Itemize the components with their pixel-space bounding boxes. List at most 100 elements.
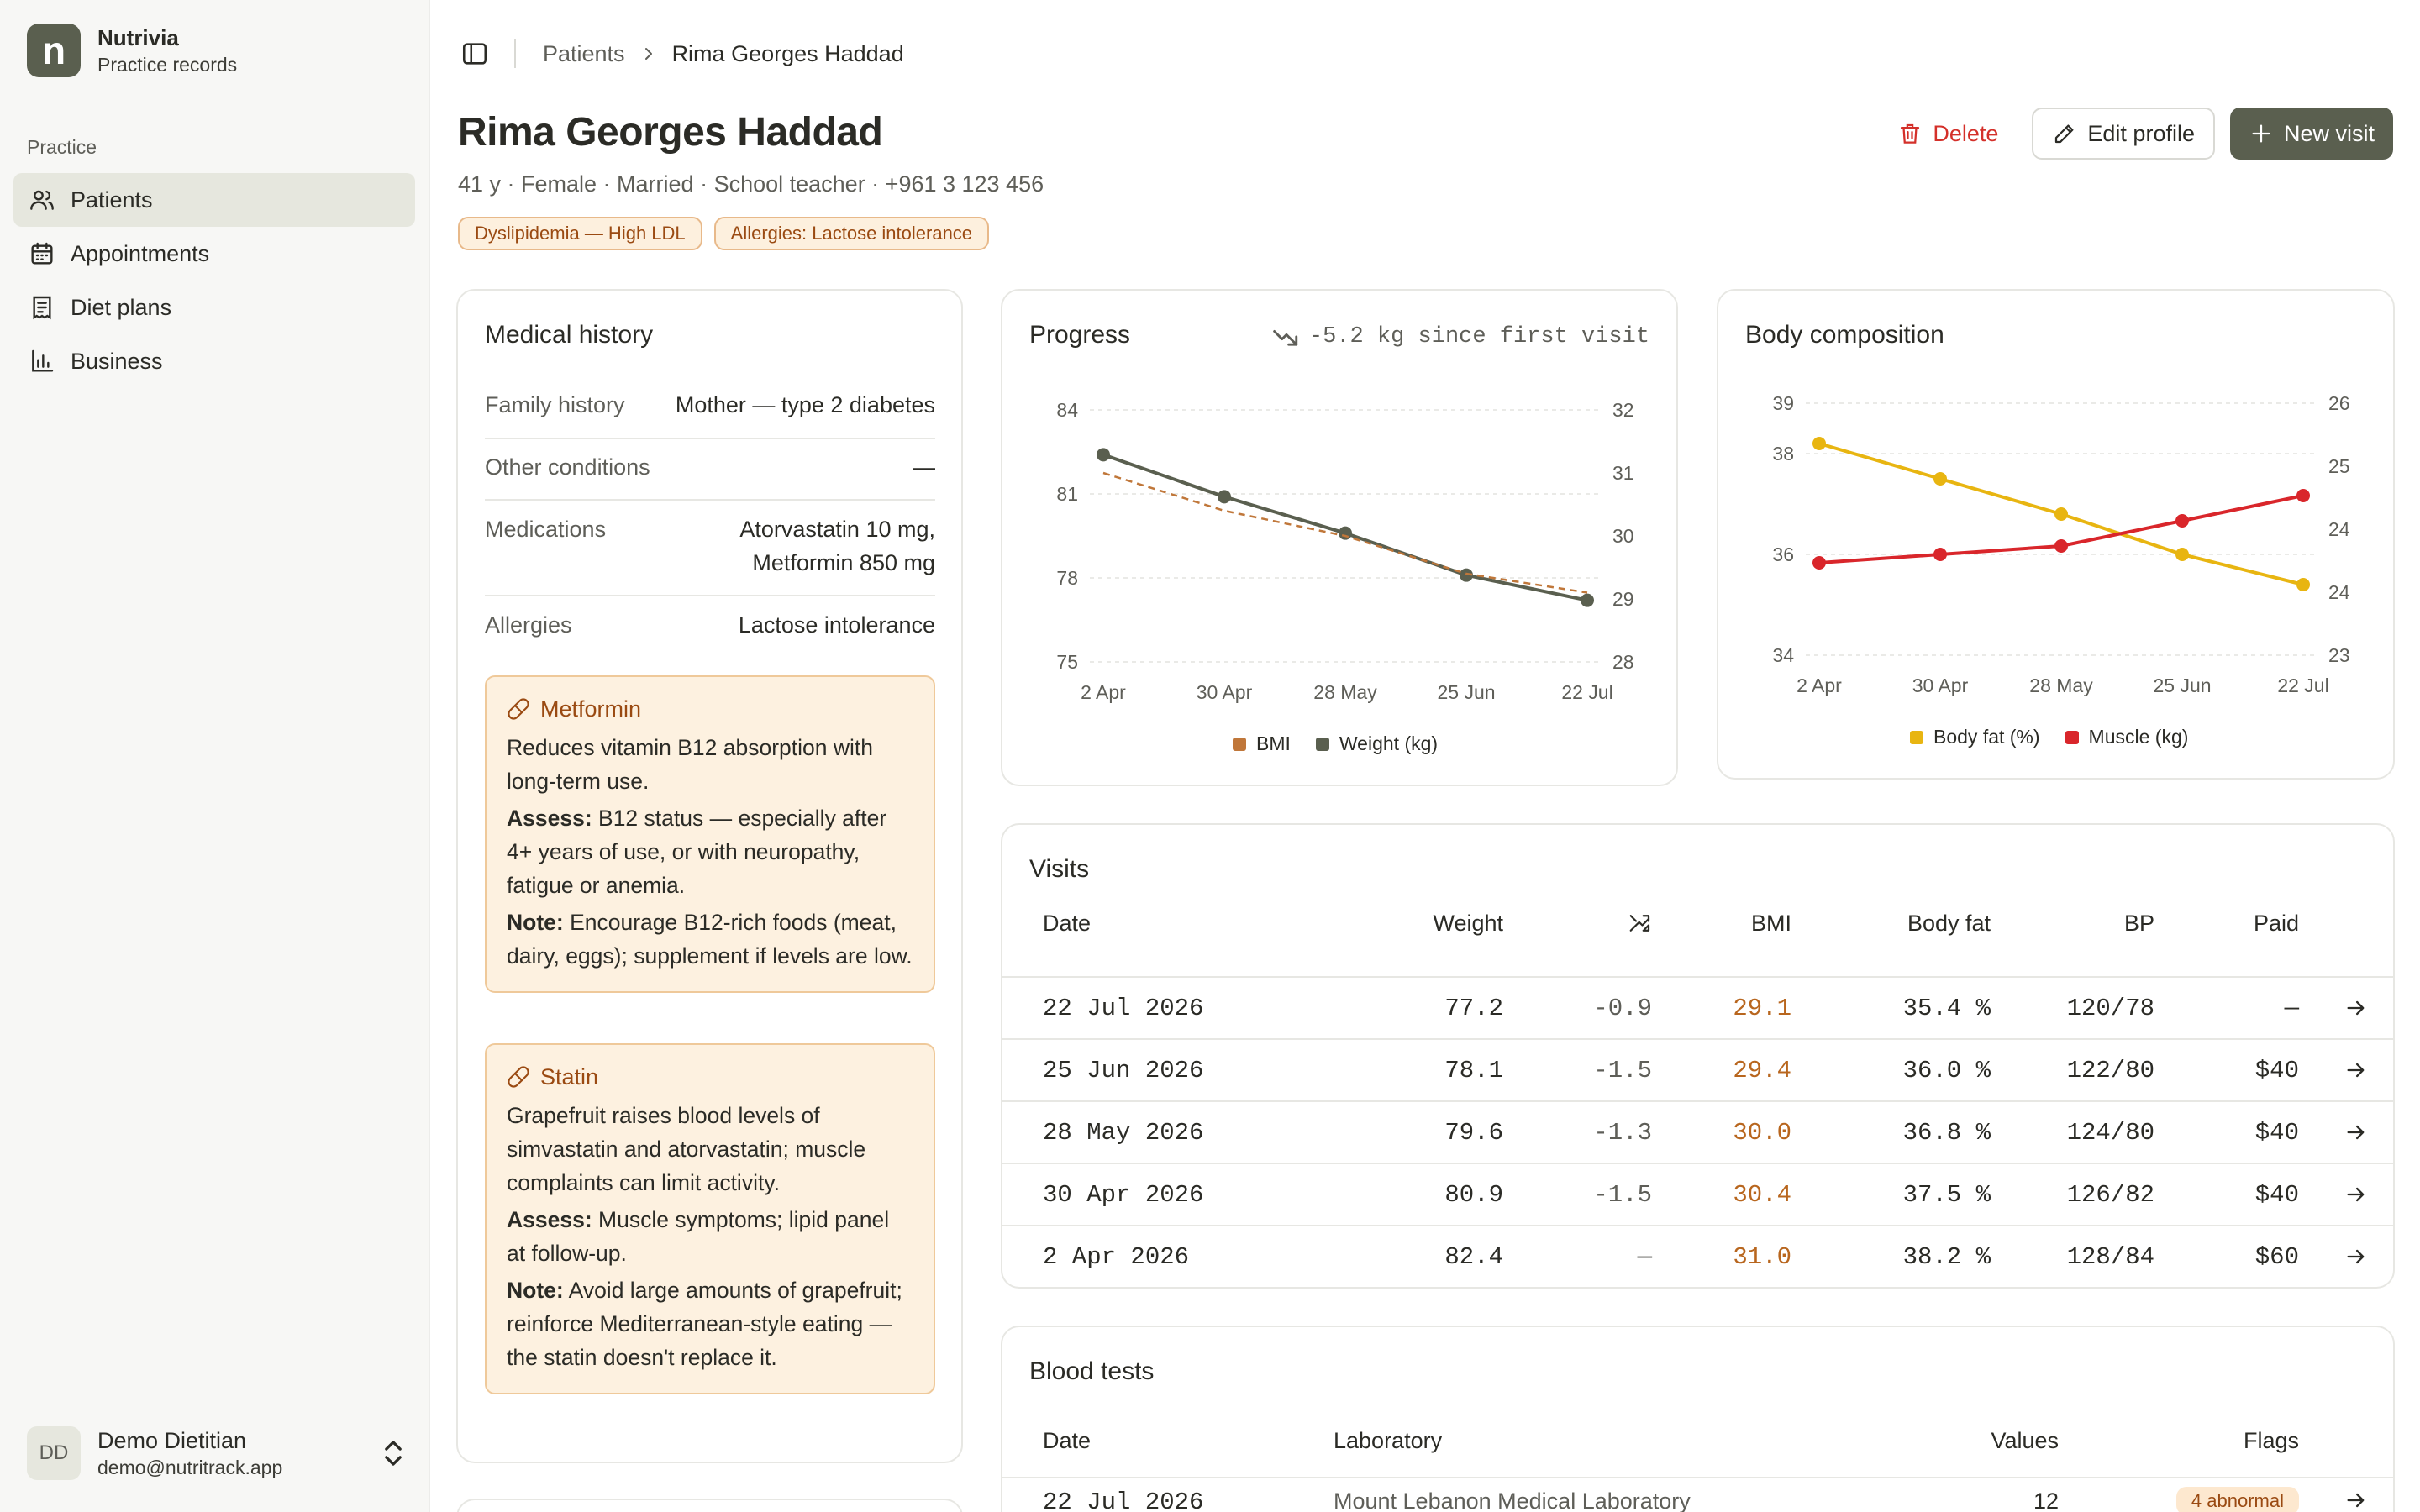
other-conditions-row: Other conditions — (485, 450, 935, 484)
arrow-right-icon[interactable] (2344, 1121, 2368, 1152)
avatar: DD (27, 1426, 81, 1480)
row-label: Allergies (485, 612, 572, 638)
progress-card: Progress -5.2 kg since first visit 75 78 8… (1001, 289, 1678, 786)
medication-line: Atorvastatin 10 mg, (739, 517, 935, 542)
cell-weight: 78.1 (1444, 1057, 1503, 1084)
cell-fat: 37.5 % (1902, 1181, 1991, 1209)
pill-icon (508, 1066, 529, 1088)
new-visit-button[interactable]: New visit (2229, 108, 2393, 160)
trend-down-icon (1273, 330, 1298, 346)
x-tick-label: 2 Apr (1797, 675, 1842, 696)
row-value: Atorvastatin 10 mg, Metformin 850 mg (739, 512, 935, 580)
user-name: Demo Dietitian (97, 1428, 247, 1453)
row-label: Other conditions (485, 454, 650, 480)
data-point (1933, 472, 1947, 486)
cell-fat: 35.4 % (1902, 995, 1991, 1022)
cell-bp: 120/78 (2066, 995, 2154, 1022)
y-left-tick-label: 75 (1056, 651, 1078, 673)
cell-bmi: 30.4 (1733, 1181, 1791, 1209)
medication-line: Metformin 850 mg (752, 550, 935, 575)
delete-button[interactable]: Delete (1879, 108, 2017, 160)
x-tick-label: 22 Jul (1561, 681, 1612, 703)
user-menu[interactable]: DD Demo Dietitian demo@nutritrack.app (27, 1426, 405, 1480)
row-label: Family history (485, 392, 625, 417)
calendar-icon (31, 242, 53, 265)
cell-laboratory: Mount Lebanon Medical Laboratory (1334, 1488, 1691, 1512)
breadcrumb: Patients Rima Georges Haddad (543, 41, 904, 67)
breadcrumb-patients[interactable]: Patients (543, 40, 625, 66)
new-visit-label: New visit (2283, 120, 2375, 146)
progress-title: Progress (1029, 321, 1131, 349)
topbar-divider (514, 39, 516, 68)
sidebar-nav: Patients Appointments Diet plans Busines… (13, 173, 415, 388)
col-body-fat: Body fat (1907, 911, 1991, 936)
receipt-icon (33, 296, 51, 320)
data-point (1933, 548, 1947, 561)
sidebar-toggle-icon[interactable] (460, 39, 489, 68)
table-row[interactable]: 22 Jul 2026 Mount Lebanon Medical Labora… (1002, 1477, 2393, 1512)
blood-tests-card: Blood tests Date Laboratory Values Flags… (1001, 1326, 2395, 1512)
divider (485, 499, 935, 501)
chevron-up-down-icon[interactable] (381, 1438, 405, 1468)
series-line (1102, 471, 1588, 594)
interaction-note-statin: Statin Grapefruit raises blood levels of… (485, 1043, 935, 1394)
pill-icon (508, 698, 529, 720)
table-row[interactable]: 30 Apr 2026 80.9 -1.5 30.4 37.5 % 126/82 $40 (1002, 1163, 2393, 1225)
sidebar-item-label: Appointments (71, 240, 210, 266)
arrow-right-icon[interactable] (2344, 996, 2368, 1027)
note-text: Grapefruit raises blood levels of simvas… (507, 1103, 866, 1195)
body-composition-title: Body composition (1745, 321, 1944, 349)
cell-bmi: 31.0 (1733, 1243, 1791, 1271)
arrow-right-icon[interactable] (2344, 1183, 2368, 1214)
cell-weight: 80.9 (1444, 1181, 1503, 1209)
bar-chart-icon (32, 349, 54, 372)
sidebar-item-patients[interactable]: Patients (13, 173, 415, 227)
sidebar-item-label: Patients (71, 186, 153, 213)
interaction-note-metformin: Metformin Reduces vitamin B12 absorption… (485, 675, 935, 993)
x-tick-label: 25 Jun (1437, 681, 1495, 703)
cell-fat: 38.2 % (1902, 1243, 1991, 1271)
cell-date: 30 Apr 2026 (1043, 1181, 1204, 1209)
row-value: Lactose intolerance (738, 612, 935, 638)
data-point (2296, 489, 2310, 502)
arrow-right-icon[interactable] (2344, 1488, 2368, 1512)
data-point (1460, 568, 1473, 582)
x-tick-label: 25 Jun (2153, 675, 2211, 696)
y-right-tick-label: 32 (1612, 399, 1634, 421)
sidebar-section-label: Practice (27, 136, 97, 158)
medications-row: Medications Atorvastatin 10 mg, Metformi… (485, 512, 935, 580)
cell-bp: 122/80 (2066, 1057, 2154, 1084)
edit-profile-button[interactable]: Edit profile (2032, 108, 2215, 160)
table-row[interactable]: 22 Jul 2026 77.2 -0.9 29.1 35.4 % 120/78 — (1002, 976, 2393, 1038)
row-value: — (913, 454, 935, 480)
col-weight: Weight (1433, 911, 1503, 936)
y-right-tick-label: 24 (2328, 518, 2350, 540)
allergies-row: Allergies Lactose intolerance (485, 608, 935, 642)
note-assess: Assess: Muscle symptoms; lipid panel at … (507, 1207, 890, 1266)
table-row[interactable]: 28 May 2026 79.6 -1.3 30.0 36.8 % 124/80 $40 (1002, 1100, 2393, 1163)
cell-delta: -1.5 (1593, 1057, 1652, 1084)
sidebar-item-diet-plans[interactable]: Diet plans (13, 281, 415, 334)
cell-weight: 79.6 (1444, 1119, 1503, 1147)
progress-summary: -5.2 kg since first visit (1272, 324, 1649, 349)
allergy-badge: Allergies: Lactose intolerance (713, 217, 990, 250)
visits-table-body: 22 Jul 2026 77.2 -0.9 29.1 35.4 % 120/78 — 25 J… (1002, 976, 2393, 1287)
table-row[interactable]: 25 Jun 2026 78.1 -1.5 29.4 36.0 % 122/80 $40 (1002, 1038, 2393, 1100)
arrow-right-icon[interactable] (2344, 1058, 2368, 1089)
sidebar: n Nutrivia Practice records Practice Pat… (0, 0, 430, 1512)
note-title: Metformin (540, 696, 642, 722)
data-point (2054, 539, 2068, 553)
y-right-tick-label: 24 (2328, 581, 2350, 603)
shuffle-icon (1629, 915, 1650, 932)
brand[interactable]: n Nutrivia Practice records (27, 24, 237, 77)
arrow-right-icon[interactable] (2344, 1245, 2368, 1276)
blood-tests-title: Blood tests (1029, 1357, 1155, 1385)
table-row[interactable]: 2 Apr 2026 82.4 — 31.0 38.2 % 128/84 $60 (1002, 1225, 2393, 1287)
sidebar-item-business[interactable]: Business (13, 334, 415, 388)
legend-item-body-fat: Body fat (%) (1910, 726, 2040, 748)
sidebar-item-appointments[interactable]: Appointments (13, 227, 415, 281)
y-left-tick-label: 38 (1772, 443, 1794, 465)
cell-fat: 36.0 % (1902, 1057, 1991, 1084)
row-value: Mother — type 2 diabetes (675, 392, 935, 417)
y-left-tick-label: 84 (1056, 399, 1078, 421)
